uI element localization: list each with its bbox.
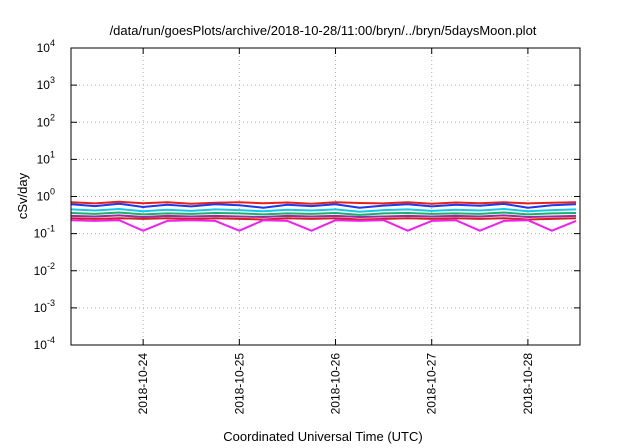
y-tick-base: 10 (34, 338, 48, 352)
y-tick-label: 10-4 (34, 335, 55, 352)
y-tick-label: 101 (37, 149, 55, 166)
y-tick-base: 10 (34, 227, 48, 241)
series-line (70, 200, 577, 205)
y-tick-exponent: 3 (50, 75, 55, 85)
series-line (70, 214, 577, 218)
y-tick-exponent: -3 (47, 298, 55, 308)
y-tick-label: 10-1 (34, 224, 55, 241)
chart-title: /data/run/goesPlots/archive/2018-10-28/1… (110, 23, 537, 38)
grid (71, 47, 580, 346)
y-tick-exponent: -1 (47, 224, 55, 234)
y-tick-base: 10 (37, 190, 51, 204)
y-tick-label: 10-3 (34, 298, 55, 315)
x-tick-label: 2018-10-26 (329, 353, 343, 415)
y-tick-exponent: 0 (50, 187, 55, 197)
y-tick-base: 10 (34, 264, 48, 278)
y-axis-label: cSv/day (15, 172, 30, 219)
x-tick-label: 2018-10-25 (232, 353, 246, 415)
y-tick-base: 10 (37, 78, 51, 92)
series-line (70, 219, 577, 232)
y-tick-base: 10 (37, 41, 51, 55)
series-line (70, 211, 577, 216)
y-tick-label: 103 (37, 75, 55, 92)
y-tick-label: 10-2 (34, 261, 55, 278)
y-tick-base: 10 (37, 152, 51, 166)
x-axis-label: Coordinated Universal Time (UTC) (223, 429, 422, 444)
series-line (70, 202, 577, 209)
series-layer (70, 200, 577, 232)
y-tick-exponent: 4 (50, 38, 55, 48)
y-tick-base: 10 (37, 115, 51, 129)
y-tick-base: 10 (34, 301, 48, 315)
y-tick-exponent: -4 (47, 335, 55, 345)
series-line (70, 217, 577, 221)
x-tick-label: 2018-10-24 (136, 353, 150, 415)
x-axis: 2018-10-24 2018-10-25 2018-10-26 2018-10-27… (136, 48, 535, 414)
series-line (70, 208, 577, 213)
x-tick-label: 2018-10-28 (521, 353, 535, 415)
y-tick-exponent: 1 (50, 149, 55, 159)
y-tick-label: 104 (37, 38, 55, 55)
y-tick-label: 102 (37, 112, 55, 129)
x-tick-label: 2018-10-27 (425, 353, 439, 415)
y-tick-label: 100 (37, 187, 55, 204)
y-tick-exponent: -2 (47, 261, 55, 271)
y-tick-exponent: 2 (50, 112, 55, 122)
